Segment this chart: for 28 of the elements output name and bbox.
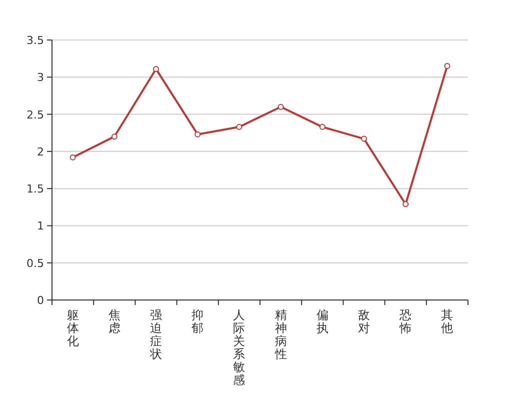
point [402, 201, 409, 208]
point [236, 124, 242, 130]
x-tick-label: 人际关系敏感 [233, 308, 246, 387]
point [319, 124, 326, 130]
point [444, 63, 450, 69]
point [153, 66, 159, 72]
x-tick-label: 敌对 [358, 308, 370, 335]
x-tick-label: 躯体化 [66, 308, 79, 348]
x-tick-label: 焦虑 [108, 308, 120, 335]
x-tick-label: 强迫症状 [149, 308, 162, 361]
y-tick-label: 0 [37, 294, 44, 307]
point [194, 131, 201, 138]
x-tick-label: 偏执 [316, 308, 328, 335]
y-tick-label: 1 [37, 220, 44, 233]
x-tick-label: 恐怖 [398, 308, 412, 335]
point [361, 136, 367, 142]
x-tick-label: 精神病性 [274, 308, 287, 361]
y-tick-label: 2 [37, 145, 44, 158]
y-tick-label: 3.5 [26, 34, 44, 47]
y-tick-label: 3 [37, 71, 44, 84]
point [278, 104, 284, 110]
y-tick-label: 1.5 [26, 182, 44, 196]
x-tick-label: 其他 [441, 308, 454, 335]
x-tick-label: 抑郁 [192, 308, 204, 335]
y-tick-label: 0.5 [26, 256, 44, 270]
point [70, 154, 76, 160]
point [111, 134, 118, 140]
y-tick-label: 2.5 [26, 108, 44, 122]
